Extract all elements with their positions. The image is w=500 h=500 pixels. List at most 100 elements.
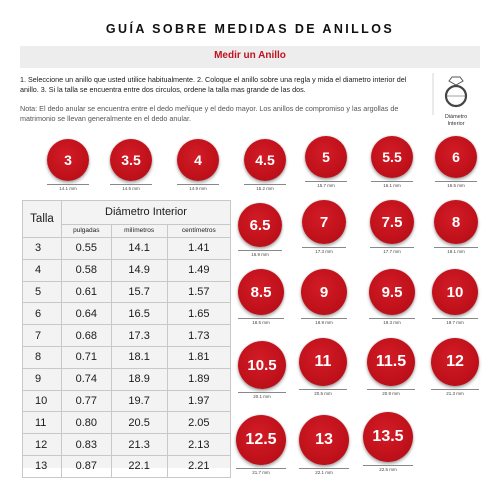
ring-diameter-label: 20.5 mm xyxy=(314,391,332,396)
inches-cell: 0.80 xyxy=(61,411,112,435)
ring-diameter-line xyxy=(367,389,415,390)
ring-diameter-line xyxy=(238,318,284,319)
ring-diameter-label: 14.1 mm xyxy=(59,186,77,191)
ring-size-label: 8.5 xyxy=(250,283,272,301)
table-row: 3 0.55 14.1 1.41 xyxy=(22,237,232,260)
ring-size-circle: 4 xyxy=(177,139,219,181)
ring-size-circle: 11 xyxy=(299,338,347,386)
talla-cell: 3 xyxy=(22,237,62,260)
ring-size-label: 7 xyxy=(319,213,329,231)
ring-diameter-label: 17.7 mm xyxy=(383,249,401,254)
ring-size-circle: 6.5 xyxy=(238,203,282,247)
ring-size-label: 6.5 xyxy=(249,216,271,234)
table-row: 12 0.83 21.3 2.13 xyxy=(22,433,232,456)
ring-diameter-line xyxy=(47,184,89,185)
talla-cell: 10 xyxy=(22,389,62,413)
ring-diameter-label: 15.2 mm xyxy=(256,186,274,191)
inches-cell: 0.74 xyxy=(61,367,112,391)
ring-size-label: 9.5 xyxy=(381,283,403,301)
ring-size-label: 11 xyxy=(314,353,332,370)
ring-diameter-line xyxy=(110,184,152,185)
page-title: GUÍA SOBRE MEDIDAS DE ANILLOS xyxy=(105,22,395,36)
col-header-cm: centímetros xyxy=(166,223,232,239)
ring-diameter-line xyxy=(363,465,413,466)
inches-cell: 0.71 xyxy=(61,345,112,369)
ring-diameter-line xyxy=(302,247,346,248)
diagram-label-line2: Interior xyxy=(447,120,465,127)
ring-diameter-label: 21.7 mm xyxy=(252,470,270,475)
ring-size-circle: 4.5 xyxy=(244,139,286,181)
table-row: 7 0.68 17.3 1.73 xyxy=(22,324,232,347)
ring-diameter-line xyxy=(434,247,478,248)
ring-size-label: 13.5 xyxy=(372,428,404,445)
talla-cell: 6 xyxy=(22,302,62,326)
ring-size-circle: 8.5 xyxy=(238,269,284,315)
talla-cell: 4 xyxy=(22,258,62,282)
ring-diameter-line xyxy=(431,389,479,390)
talla-cell: 11 xyxy=(22,411,62,435)
ring-diameter-line xyxy=(236,468,286,469)
ring-size-label: 7.5 xyxy=(381,213,403,231)
table-row: 9 0.74 18.9 1.89 xyxy=(22,367,232,391)
ring-size-circle: 13 xyxy=(299,415,349,465)
ring-diameter-line xyxy=(432,318,478,319)
diagram-label: Diámetro Interior xyxy=(426,114,486,127)
talla-cell: 9 xyxy=(22,367,62,391)
ring-size-label: 8 xyxy=(451,213,461,231)
col-header-mm: milímetros xyxy=(110,223,168,239)
inches-cell: 0.64 xyxy=(61,302,112,326)
ring-diameter-label: 14.9 mm xyxy=(189,186,207,191)
ring-diameter-label: 14.5 mm xyxy=(122,186,140,191)
inches-cell: 0.61 xyxy=(61,280,112,304)
ring-size-circle: 7 xyxy=(302,200,346,244)
cm-cell: 1.81 xyxy=(166,345,232,369)
ring-size-label: 12.5 xyxy=(245,431,277,448)
ring-diameter-label: 22.1 mm xyxy=(315,470,333,475)
ring-size-circle: 3.5 xyxy=(110,139,152,181)
ring-size-circle: 12 xyxy=(431,338,479,386)
cm-cell: 1.89 xyxy=(166,367,232,391)
ring-diameter-label: 21.3 mm xyxy=(446,391,464,396)
ring-diameter-line xyxy=(238,392,286,393)
col-header-inches: pulgadas xyxy=(61,223,112,239)
size-table: Talla Diámetro Interior pulgadas milímet… xyxy=(22,200,232,478)
ring-size-circle: 3 xyxy=(47,139,89,181)
cm-cell: 2.13 xyxy=(166,433,232,456)
cm-cell: 1.65 xyxy=(166,302,232,326)
ring-size-circle: 13.5 xyxy=(363,412,413,462)
ring-size-label: 6 xyxy=(452,149,460,165)
cm-cell: 1.49 xyxy=(166,258,232,282)
ring-size-circle: 9 xyxy=(301,269,347,315)
ring-size-circle: 12.5 xyxy=(236,415,286,465)
mm-cell: 18.9 xyxy=(110,367,168,391)
table-row: 4 0.58 14.9 1.49 xyxy=(22,258,232,282)
ring-diameter-line xyxy=(177,184,219,185)
ring-diameter-line xyxy=(369,318,415,319)
ring-diameter-line xyxy=(371,181,413,182)
ring-diameter-line xyxy=(370,247,414,248)
cm-cell: 1.57 xyxy=(166,280,232,304)
ring-diameter-line xyxy=(305,181,347,182)
talla-cell: 8 xyxy=(22,345,62,369)
inches-cell: 0.68 xyxy=(61,324,112,347)
ring-diameter-label: 20.9 mm xyxy=(382,391,400,396)
mm-cell: 14.9 xyxy=(110,258,168,282)
ring-diameter-line xyxy=(435,181,477,182)
diameter-header: Diámetro Interior xyxy=(61,200,231,225)
ring-size-circle: 10.5 xyxy=(238,341,286,389)
ring-diameter-label: 20.1 mm xyxy=(253,394,271,399)
table-row: 10 0.77 19.7 1.97 xyxy=(22,389,232,413)
inches-cell: 0.87 xyxy=(61,454,112,478)
ring-diameter-label: 17.3 mm xyxy=(315,249,333,254)
inches-cell: 0.58 xyxy=(61,258,112,282)
ring-diameter-label: 16.5 mm xyxy=(447,183,465,188)
ring-size-circle: 7.5 xyxy=(370,200,414,244)
ring-size-label: 3.5 xyxy=(121,152,141,168)
ring-diameter-label: 19.3 mm xyxy=(383,320,401,325)
ring-size-circle: 9.5 xyxy=(369,269,415,315)
ring-diameter-label: 18.9 mm xyxy=(315,320,333,325)
ring-size-label: 13 xyxy=(315,431,333,448)
talla-cell: 13 xyxy=(22,454,62,478)
ring-diameter-label: 15.7 mm xyxy=(317,183,335,188)
mm-cell: 14.1 xyxy=(110,237,168,260)
